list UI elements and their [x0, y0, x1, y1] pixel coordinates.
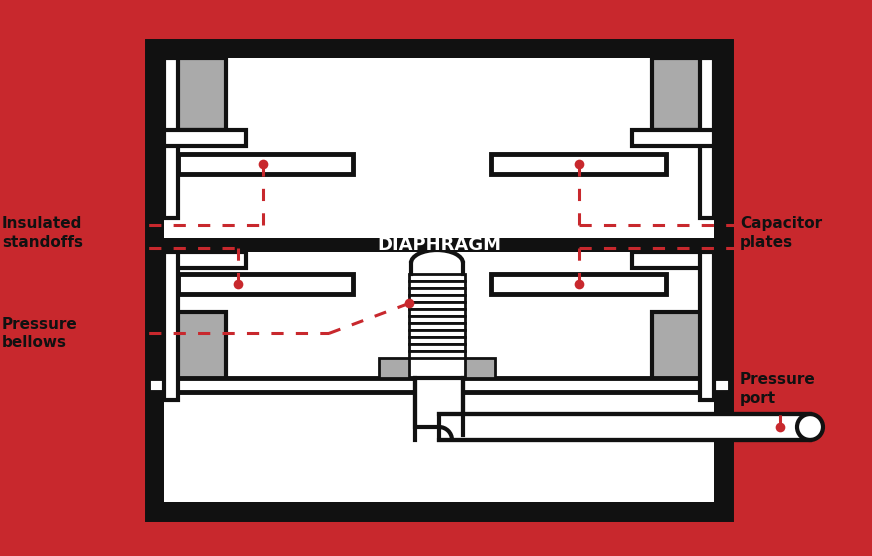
Bar	[652, 312, 714, 382]
Bar	[632, 252, 714, 268]
Bar	[714, 42, 730, 518]
Bar	[409, 337, 465, 344]
Bar	[148, 502, 730, 518]
Bar	[379, 358, 409, 378]
Bar	[164, 252, 246, 268]
Bar	[164, 312, 226, 382]
Bar	[491, 154, 666, 174]
Bar	[409, 281, 465, 288]
Text: Insulated
standoffs: Insulated standoffs	[2, 216, 83, 250]
Bar	[409, 351, 465, 358]
Bar	[409, 288, 465, 295]
Bar	[164, 252, 178, 400]
Bar	[409, 274, 465, 281]
Bar	[148, 378, 730, 392]
Bar	[409, 344, 465, 351]
Bar	[409, 330, 465, 337]
Bar	[415, 378, 463, 427]
Bar	[491, 274, 666, 294]
Bar	[164, 130, 246, 146]
Bar	[148, 42, 730, 58]
Bar	[700, 58, 714, 218]
Bar	[409, 295, 465, 302]
Bar	[652, 58, 714, 130]
Bar	[148, 42, 730, 518]
Circle shape	[797, 414, 823, 440]
Bar	[465, 358, 495, 378]
Bar	[700, 252, 714, 400]
Text: Pressure
port: Pressure port	[740, 372, 815, 406]
Bar	[409, 316, 465, 323]
Bar	[178, 274, 353, 294]
Text: Capacitor
plates: Capacitor plates	[740, 216, 822, 250]
Bar	[409, 309, 465, 316]
Bar	[164, 58, 226, 130]
Bar	[164, 58, 178, 218]
Bar	[178, 154, 353, 174]
Bar	[632, 130, 714, 146]
Bar	[439, 414, 810, 440]
Text: Pressure
bellows: Pressure bellows	[2, 316, 78, 350]
Bar	[409, 323, 465, 330]
Text: DIAPHRAGM: DIAPHRAGM	[377, 236, 501, 254]
Bar	[148, 42, 164, 518]
Bar	[409, 302, 465, 309]
Bar	[148, 238, 730, 252]
